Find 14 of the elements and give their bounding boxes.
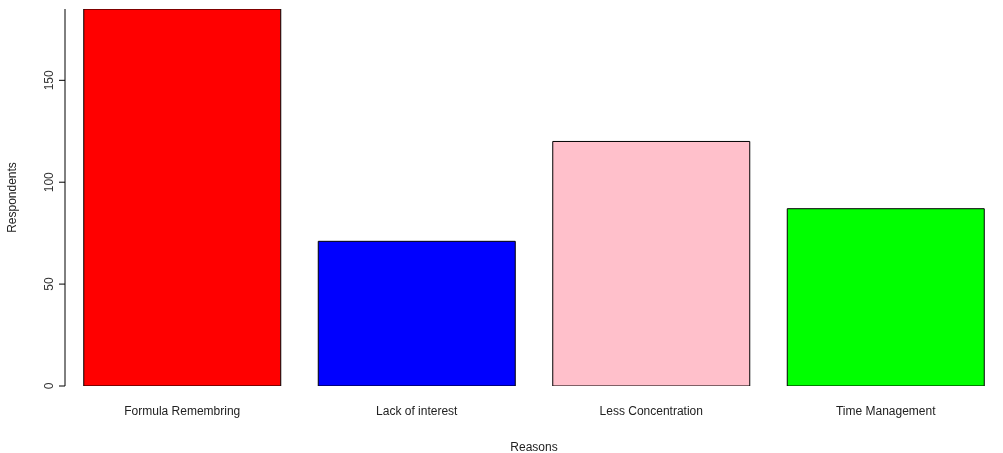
- y-axis-title: Respondents: [5, 162, 20, 233]
- bar: [552, 140, 751, 386]
- x-tick-label: Time Management: [835, 403, 937, 418]
- bar: [83, 9, 282, 386]
- bar: [317, 240, 516, 386]
- y-tick-label: 50: [42, 277, 56, 291]
- x-tick-label: Lack of interest: [376, 403, 459, 418]
- x-axis-title: Reasons: [510, 440, 558, 453]
- y-tick-label: 150: [42, 69, 56, 91]
- bar: [786, 208, 985, 386]
- x-tick-label: Formula Remembring: [124, 403, 241, 418]
- y-tick-label: 0: [42, 382, 56, 390]
- y-tick-label: 100: [42, 171, 56, 193]
- x-tick-label: Less Concentration: [599, 403, 703, 418]
